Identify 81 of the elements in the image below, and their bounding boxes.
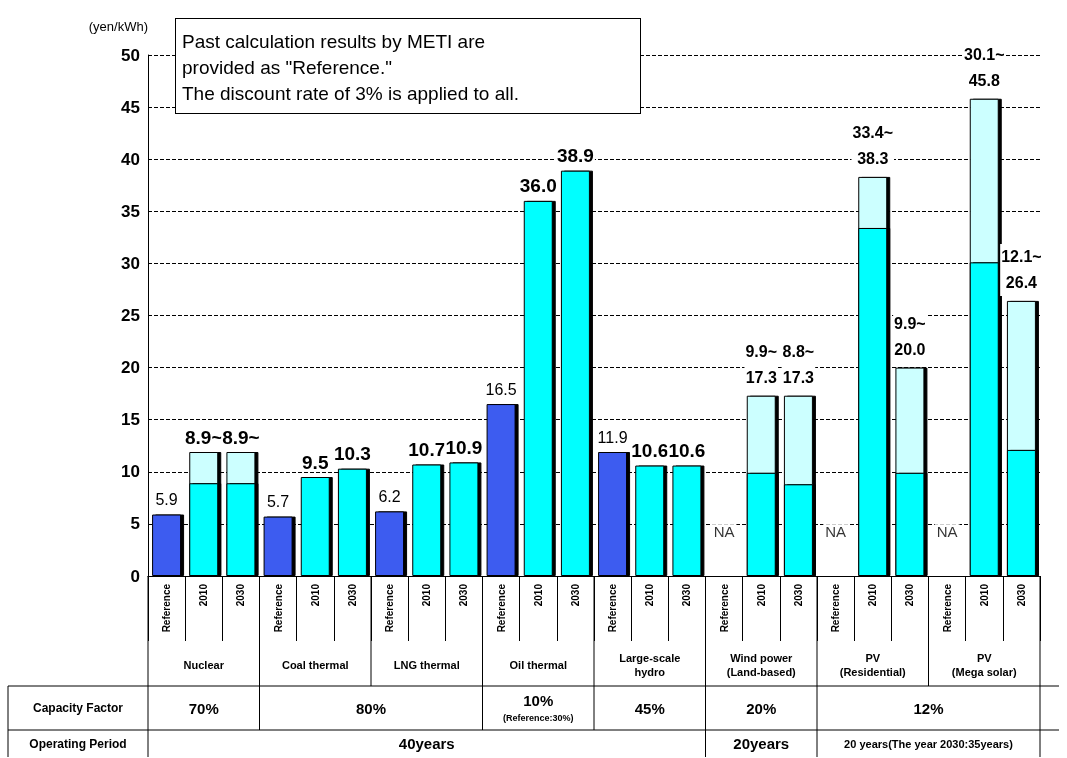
data-label: 16.5: [485, 380, 517, 398]
x-tick-label: 2030: [346, 583, 358, 607]
text: Capacity Factor: [32, 701, 124, 715]
x-tick-label: 2010: [644, 583, 656, 607]
text: Large-scale hydro: [619, 652, 681, 678]
x-tick-label: 2010: [532, 583, 544, 607]
text: NA: [936, 523, 958, 540]
y-tick-label: 0: [130, 566, 140, 586]
x-tick-label: 2030: [569, 583, 581, 607]
x-tick-label: Reference: [384, 583, 396, 633]
text: 20years: [733, 735, 790, 752]
note-box: Past calculation results by METI are provided as "Reference." The discount rate of 3% is applied to all.: [175, 18, 641, 114]
text: Operating Period: [29, 736, 127, 751]
text: Nuclear: [183, 659, 225, 671]
x-tick-label: Reference: [718, 583, 730, 633]
y-tick-label: 10: [121, 462, 140, 482]
data-label: 10.7: [408, 439, 446, 461]
x-tick-label: 2010: [309, 583, 321, 607]
text: Coal thermal: [281, 659, 349, 671]
data-label: 8.9~: [184, 426, 223, 448]
data-label: 5.9: [155, 491, 178, 509]
x-tick-label: 2010: [755, 583, 767, 607]
x-tick-label: Reference: [272, 583, 284, 633]
data-label: 12.1~ 26.4: [1001, 248, 1042, 292]
data-label: 10.9: [445, 436, 483, 458]
text: (Reference:30%): [502, 713, 574, 723]
text: 10%: [523, 691, 554, 709]
y-tick-label: 35: [121, 201, 140, 221]
x-tick-label: Reference: [941, 583, 953, 633]
y-tick-label: 50: [121, 45, 140, 65]
y-tick-label: 40: [121, 149, 140, 169]
data-label: 9.9~ 20.0: [894, 315, 926, 359]
y-tick-label: 25: [121, 306, 140, 325]
data-label: 10.6: [668, 440, 706, 462]
y-tick-label: 15: [121, 410, 140, 430]
x-tick-label: 2030: [792, 583, 804, 607]
y-tick-label: 5: [130, 514, 140, 534]
text: PV (Mega solar): [951, 652, 1017, 678]
x-tick-label: 2030: [235, 583, 247, 607]
x-tick-label: 2030: [1015, 583, 1027, 607]
data-label: 9.9~ 17.3: [745, 343, 778, 387]
data-label: 6.2: [378, 487, 401, 505]
data-label: 38.9: [556, 145, 594, 167]
y-tick-label: 45: [121, 97, 140, 117]
data-label: 11.9: [597, 428, 628, 446]
text: 70%: [188, 699, 219, 717]
data-label: 8.8~ 17.3: [782, 343, 815, 387]
data-label: 36.0: [519, 175, 557, 197]
data-label: 8.9~: [222, 426, 260, 448]
text: PV (Residential): [839, 652, 907, 678]
text: 20 years(The year 2030:35years): [844, 737, 1014, 750]
text: 12%: [913, 699, 944, 717]
x-tick-label: 2010: [421, 583, 433, 607]
text: NA: [825, 523, 847, 540]
text: 20%: [746, 699, 777, 717]
data-label: 33.4~ 38.3: [852, 124, 893, 168]
x-tick-label: 2010: [867, 583, 879, 607]
x-tick-label: 2010: [198, 583, 210, 607]
text: Wind power (Land-based): [726, 652, 797, 678]
x-tick-label: Reference: [607, 583, 619, 633]
data-label: 10.6: [631, 440, 669, 462]
y-tick-label: 20: [121, 358, 140, 378]
x-tick-label: Reference: [830, 583, 842, 633]
data-label: 9.5: [302, 451, 329, 473]
text: 45%: [634, 699, 665, 717]
y-tick-label: 30: [121, 253, 140, 273]
y-axis-title: (yen/kWh): [88, 19, 148, 34]
x-tick-label: 2030: [904, 583, 916, 607]
text: LNG thermal: [393, 659, 460, 671]
x-tick-label: Reference: [495, 583, 507, 633]
data-label: 5.7: [266, 493, 290, 511]
text: NA: [713, 523, 735, 540]
x-tick-label: Reference: [161, 583, 173, 633]
text: 80%: [355, 699, 387, 717]
x-tick-label: 2010: [978, 583, 990, 607]
data-label: 10.3: [333, 443, 371, 465]
text: Oil thermal: [509, 659, 567, 671]
x-tick-label: 2030: [681, 583, 693, 607]
x-tick-label: 2030: [458, 583, 470, 607]
data-label: 30.1~ 45.8: [964, 46, 1005, 90]
text: 40years: [398, 735, 455, 752]
